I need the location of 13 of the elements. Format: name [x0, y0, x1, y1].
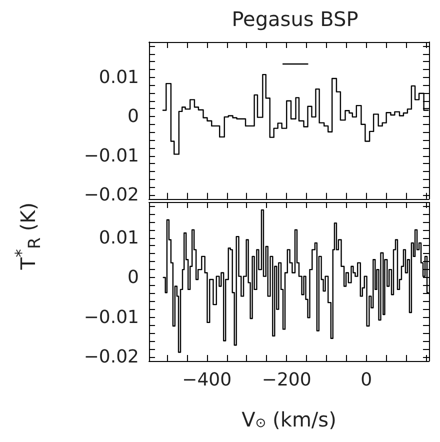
y-tick-label: −0.01 — [84, 306, 139, 328]
y-tick-label: 0.01 — [98, 227, 139, 248]
y-tick-label: −0.02 — [84, 346, 139, 368]
x-tick-label: −200 — [262, 370, 312, 390]
y-tick-label: 0.01 — [98, 66, 139, 88]
y-tick-label: 0 — [128, 106, 139, 128]
x-axis-title: V⊙ (km/s) — [242, 408, 336, 432]
chart-title: Pegasus BSP — [232, 7, 358, 31]
y-tick-label: −0.01 — [84, 145, 139, 166]
x-tick-label: −400 — [182, 370, 232, 390]
x-tick-label: 0 — [360, 370, 372, 390]
y-tick-label: 0 — [128, 267, 139, 288]
y-tick-label: −0.02 — [84, 184, 139, 206]
